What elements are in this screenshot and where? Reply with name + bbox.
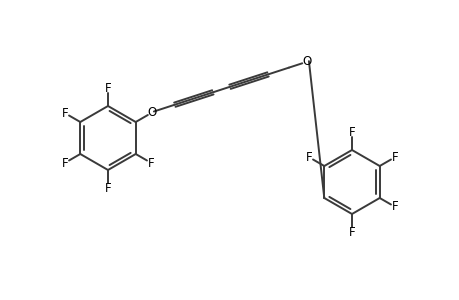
Text: F: F — [348, 226, 354, 238]
Text: F: F — [391, 200, 398, 214]
Text: F: F — [61, 157, 68, 169]
Text: O: O — [302, 55, 311, 68]
Text: F: F — [348, 125, 354, 139]
Text: O: O — [147, 106, 157, 119]
Text: F: F — [105, 182, 111, 194]
Text: F: F — [391, 151, 398, 164]
Text: F: F — [305, 151, 311, 164]
Text: F: F — [105, 82, 111, 94]
Text: F: F — [61, 106, 68, 119]
Text: F: F — [148, 157, 154, 169]
